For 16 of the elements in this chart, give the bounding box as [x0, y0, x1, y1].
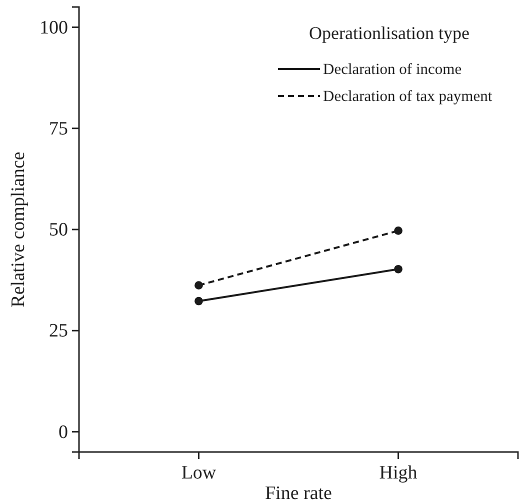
y-axis-title: Relative compliance — [8, 152, 29, 308]
point — [194, 281, 203, 290]
y-tick-label: 100 — [40, 17, 68, 38]
x-tick-label: Low — [181, 462, 216, 484]
x-axis-title: Fine rate — [264, 483, 332, 503]
legend-label: Declaration of income — [323, 61, 462, 78]
x-tick-label: High — [379, 462, 418, 484]
point — [394, 264, 402, 274]
y-tick-label: 25 — [49, 320, 68, 342]
point — [394, 226, 402, 235]
legend-label: Declaration of tax payment — [323, 88, 493, 105]
y-tick-label: 75 — [49, 118, 68, 140]
point — [194, 296, 203, 306]
y-tick-label: 50 — [49, 220, 68, 241]
legend-title: Operationlisation type — [309, 23, 470, 43]
y-tick-label: 0 — [58, 422, 68, 443]
